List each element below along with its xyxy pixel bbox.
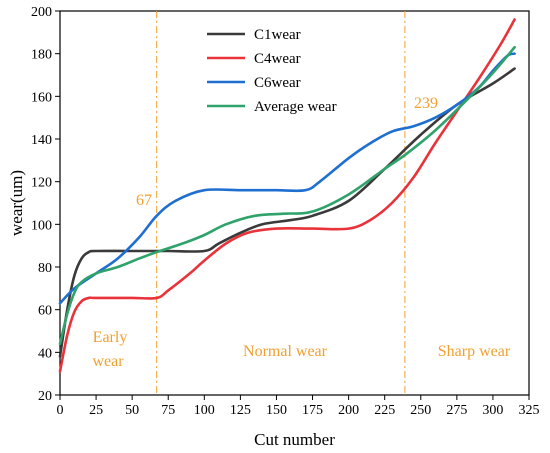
- vertical-markers: [156, 11, 406, 395]
- x-tick-label: 275: [446, 403, 467, 418]
- series-line-average-wear: [58, 45, 516, 346]
- marker-label: 67: [136, 192, 152, 209]
- x-axis-title: Cut number: [254, 430, 335, 449]
- series-line-c1wear: [58, 67, 516, 358]
- series-line-c4wear: [58, 18, 516, 373]
- y-tick-label: 140: [31, 133, 52, 148]
- x-tick-label: 0: [57, 403, 64, 418]
- x-tick-label: 50: [125, 403, 139, 418]
- x-tick-label: 175: [302, 403, 323, 418]
- annotations: 67 239 Early wear Normal wear Sharp wear: [92, 95, 510, 370]
- series-line-c6wear: [58, 52, 516, 305]
- marker-label: 239: [414, 95, 438, 112]
- x-tick-label: 250: [410, 403, 431, 418]
- y-tick-label: 120: [31, 176, 52, 191]
- legend-label-c6wear: C6wear: [254, 75, 301, 91]
- x-tick-label: 325: [519, 403, 540, 418]
- legend-label-average-wear: Average wear: [254, 99, 337, 115]
- x-tick-label: 125: [230, 403, 251, 418]
- x-tick-label: 200: [338, 403, 359, 418]
- x-tick-label: 225: [374, 403, 395, 418]
- region-label: Normal wear: [243, 343, 328, 360]
- legend: C1wear C4wear C6wear Average wear: [207, 27, 337, 115]
- region-label: wear: [92, 353, 124, 370]
- y-tick-label: 40: [38, 346, 52, 361]
- y-tick-label: 200: [31, 5, 52, 20]
- legend-label-c1wear: C1wear: [254, 27, 301, 43]
- y-axis-title: wear(um): [7, 170, 26, 236]
- x-tick-label: 100: [194, 403, 215, 418]
- y-tick-label: 160: [31, 90, 52, 105]
- x-tick-label: 300: [482, 403, 503, 418]
- series-lines: [58, 18, 516, 373]
- y-tick-label: 60: [38, 304, 52, 319]
- axes: 0 25 50 75 100 125 150 175 200 225 250 275 300 325 20 4…: [7, 5, 540, 449]
- y-tick-label: 80: [38, 261, 52, 276]
- legend-label-c4wear: C4wear: [254, 51, 301, 67]
- plot-border: [59, 10, 530, 396]
- plot-frame: [59, 10, 530, 396]
- x-tick-label: 25: [89, 403, 103, 418]
- y-tick-label: 100: [31, 218, 52, 233]
- region-label: Sharp wear: [438, 343, 511, 360]
- region-label: Early: [93, 329, 128, 346]
- x-tick-label: 150: [266, 403, 287, 418]
- x-tick-label: 75: [161, 403, 175, 418]
- y-tick-label: 180: [31, 48, 52, 63]
- y-tick-label: 20: [38, 389, 52, 404]
